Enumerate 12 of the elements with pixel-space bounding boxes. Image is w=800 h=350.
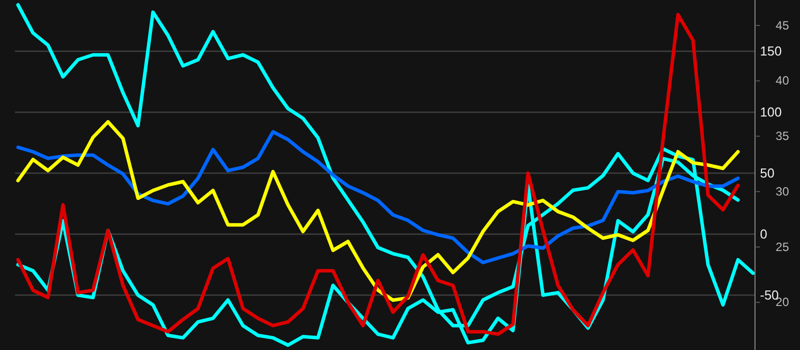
line-series: [16, 130, 740, 264]
y-tick-label: 150: [760, 43, 782, 58]
y-tick-label: -50: [760, 287, 779, 302]
y2-tick-label: 30: [776, 184, 790, 198]
y2-tick-label: 45: [776, 18, 790, 32]
line-series: [16, 120, 740, 302]
y-tick-label: 100: [760, 104, 782, 120]
y2-tick-label: 35: [776, 129, 790, 144]
y-tick-label: 50: [760, 165, 774, 180]
y2-tick-label: 25: [776, 240, 790, 254]
y2-tick-label: 40: [776, 74, 790, 88]
y-tick-label: 0: [760, 226, 768, 242]
